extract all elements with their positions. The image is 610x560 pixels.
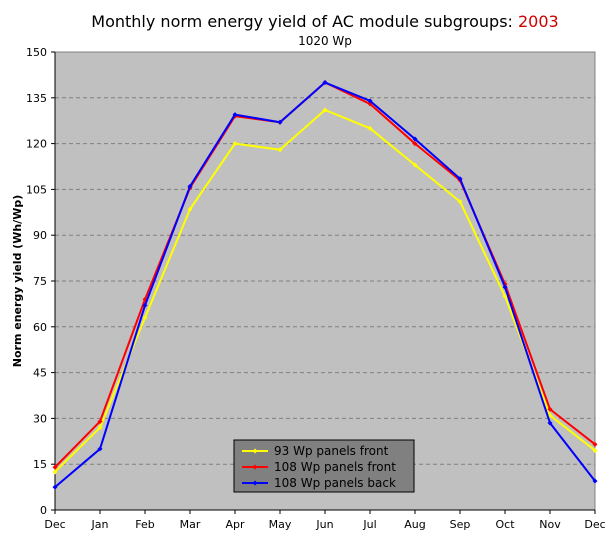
y-tick-label: 0 (40, 504, 47, 517)
data-point (592, 441, 598, 447)
y-tick-label: 150 (26, 46, 47, 59)
data-point (97, 446, 103, 452)
data-point (547, 406, 553, 412)
x-tick-label: Oct (495, 518, 515, 531)
data-point (187, 183, 193, 189)
data-point (412, 141, 418, 147)
x-tick-label: Dec (44, 518, 65, 531)
data-point (547, 420, 553, 426)
y-tick-label: 60 (33, 321, 47, 334)
axes (51, 51, 596, 514)
data-point (142, 302, 148, 308)
y-tick-label: 15 (33, 458, 47, 471)
data-point (592, 478, 598, 484)
x-tick-label: Jun (315, 518, 333, 531)
data-point (187, 206, 193, 212)
data-point (367, 98, 373, 104)
data-point (322, 107, 328, 113)
data-point (457, 199, 463, 205)
x-tick-label: Mar (180, 518, 201, 531)
legend: 93 Wp panels front 108 Wp panels front 108… (233, 439, 415, 493)
y-tick-label: 30 (33, 412, 47, 425)
x-tick-label: Jul (362, 518, 376, 531)
legend-marker (252, 464, 258, 470)
legend-marker (252, 480, 258, 486)
y-tick-label: 120 (26, 138, 47, 151)
x-tick-label: Aug (404, 518, 425, 531)
data-point (457, 176, 463, 182)
data-point (502, 284, 508, 290)
chart-title-main: Monthly norm energy yield of AC module s… (91, 12, 518, 31)
x-tick-label: Apr (225, 518, 245, 531)
chart-subtitle: 1020 Wp (298, 34, 352, 48)
y-tick-label: 105 (26, 183, 47, 196)
x-tick-label: Feb (135, 518, 154, 531)
x-tick-label: Dec (584, 518, 605, 531)
data-point (322, 80, 328, 86)
y-tick-labels: 0 15 30 45 60 75 90 105 120 135 150 (26, 46, 47, 517)
legend-label: 93 Wp panels front (274, 444, 389, 458)
data-point (502, 293, 508, 299)
data-point (592, 447, 598, 453)
x-tick-label: May (269, 518, 292, 531)
chart-title-year: 2003 (518, 12, 559, 31)
chart-title: Monthly norm energy yield of AC module s… (91, 12, 558, 31)
data-point (52, 484, 58, 490)
legend-label: 108 Wp panels back (274, 476, 396, 490)
data-point (52, 464, 58, 470)
legend-label: 108 Wp panels front (274, 460, 396, 474)
data-point (412, 162, 418, 168)
data-point (232, 141, 238, 147)
data-point (412, 136, 418, 142)
data-point (277, 119, 283, 125)
series-lines (52, 80, 598, 490)
x-tick-label: Jan (91, 518, 109, 531)
x-tick-label: Nov (539, 518, 561, 531)
data-point (52, 469, 58, 475)
y-tick-label: 45 (33, 367, 47, 380)
data-point (232, 112, 238, 118)
y-axis-label: Norm energy yield (Wh/Wp) (11, 195, 24, 367)
data-point (97, 425, 103, 431)
y-tick-label: 90 (33, 229, 47, 242)
data-point (277, 147, 283, 153)
data-point (97, 418, 103, 424)
y-tick-label: 75 (33, 275, 47, 288)
y-tick-label: 135 (26, 92, 47, 105)
x-tick-labels: Dec Jan Feb Mar Apr May Jun Jul Aug Sep Oct Nov Dec (44, 518, 605, 531)
data-point (142, 315, 148, 321)
data-point (367, 125, 373, 131)
x-tick-label: Sep (450, 518, 471, 531)
legend-marker (252, 448, 258, 454)
